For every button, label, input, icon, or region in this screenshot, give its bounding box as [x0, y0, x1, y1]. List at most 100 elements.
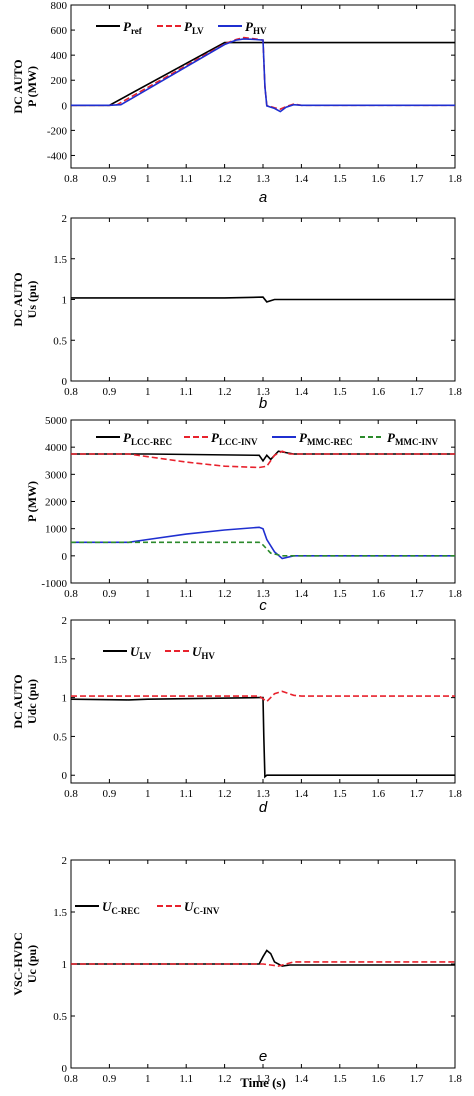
- x-tick-label: 0.9: [103, 1073, 117, 1085]
- y-tick-label: 1: [62, 693, 68, 705]
- x-tick-label: 1: [145, 386, 151, 398]
- x-tick-label: 1: [145, 1073, 151, 1085]
- series-line-mmc-inv: [71, 541, 455, 557]
- legend-subscript: LCC-INV: [219, 437, 258, 447]
- x-tick-label: 1.6: [371, 588, 385, 600]
- x-tick-label: 1.8: [448, 173, 462, 185]
- y-tick-label: 0: [62, 376, 68, 388]
- legend-subscript: LCC-REC: [131, 437, 172, 447]
- x-tick-label: 1.2: [218, 1073, 232, 1085]
- x-tick-label: 1.5: [333, 386, 347, 398]
- y-tick-label: 1000: [45, 524, 68, 536]
- y-tick-label: 0.5: [53, 1011, 67, 1023]
- x-tick-label: 1.6: [371, 1073, 385, 1085]
- panel-label: e: [259, 1048, 267, 1065]
- legend-subscript: LV: [139, 651, 151, 661]
- legend-symbol: P: [211, 430, 220, 445]
- x-tick-label: 1.7: [410, 1073, 424, 1085]
- x-tick-label: 1.6: [371, 788, 385, 800]
- x-tick-label: 1.2: [218, 386, 232, 398]
- y-tick-label: 3000: [45, 469, 68, 481]
- legend-symbol: U: [130, 644, 140, 659]
- y-tick-label: 800: [51, 0, 68, 12]
- x-tick-label: 1.3: [256, 1073, 270, 1085]
- legend-symbol: P: [245, 19, 254, 34]
- legend-symbol: U: [192, 644, 202, 659]
- legend-label: Pref: [123, 19, 143, 36]
- y-tick-label: 1: [62, 959, 68, 971]
- series-line-signal: [71, 296, 455, 303]
- x-tick-label: 0.8: [64, 588, 78, 600]
- y-tick-label: -1000: [41, 578, 67, 590]
- series-line-c-rec: [71, 949, 455, 967]
- y-axis-label: Udc (pu): [25, 679, 39, 724]
- x-tick-label: 1.1: [179, 173, 193, 185]
- x-tick-label: 1.2: [218, 588, 232, 600]
- panel-label: b: [259, 395, 267, 412]
- panel-label: c: [259, 597, 267, 614]
- legend-symbol: P: [184, 19, 193, 34]
- legend-label: PLCC-INV: [211, 430, 258, 447]
- legend-label: PHV: [245, 19, 267, 36]
- panel-label: d: [259, 799, 268, 816]
- y-tick-label: -200: [47, 125, 68, 137]
- legend-subscript: LV: [192, 26, 204, 36]
- y-tick-label: 1.5: [53, 654, 67, 666]
- x-axis-label: Time (s): [240, 1075, 286, 1090]
- x-tick-label: 1.2: [218, 173, 232, 185]
- legend-symbol: P: [387, 430, 396, 445]
- x-tick-label: 1.7: [410, 386, 424, 398]
- x-tick-label: 1: [145, 173, 151, 185]
- series-line-lcc-rec: [71, 450, 455, 463]
- y-tick-label: 0: [62, 551, 68, 563]
- y-axis-label: DC AUTO: [11, 272, 25, 326]
- x-tick-label: 1.5: [333, 588, 347, 600]
- y-tick-label: 600: [51, 25, 68, 37]
- x-tick-label: 1.1: [179, 386, 193, 398]
- y-tick-label: 0: [62, 770, 68, 782]
- panel-c: 0.8 0.9 1 1.1 1.2 1.3 1.4 1.5 1.6 1.7 1.8 -1000 0 100…: [25, 415, 462, 614]
- legend: ULV UHV: [103, 644, 215, 661]
- x-tick-label: 1.1: [179, 1073, 193, 1085]
- legend-label: PMMC-REC: [299, 430, 352, 447]
- y-tick-label: 0.5: [53, 731, 67, 743]
- legend-label: UHV: [192, 644, 215, 661]
- x-tick-label: 1.4: [295, 1073, 309, 1085]
- x-tick-label: 1: [145, 588, 151, 600]
- legend-symbol: P: [123, 19, 132, 34]
- panel-d: 0.8 0.9 1 1.1 1.2 1.3 1.4 1.5 1.6 1.7 1.8 0 0.5 1 1.5 2…: [11, 615, 462, 816]
- y-tick-label: 2000: [45, 497, 68, 509]
- y-axis-label: P (MW): [25, 66, 39, 107]
- x-tick-label: 0.9: [103, 173, 117, 185]
- panel-b: 0.8 0.9 1 1.1 1.2 1.3 1.4 1.5 1.6 1.7 1.8 0 0.5 1 1.5 2…: [11, 213, 462, 412]
- legend: Pref PLV PHV: [96, 19, 267, 36]
- x-tick-label: 0.8: [64, 386, 78, 398]
- panel-a: 0.8 0.9 1 1.1 1.2 1.3 1.4 1.5 1.6 1.7 1.8 -400 -200 0…: [11, 0, 462, 206]
- legend-label: ULV: [130, 644, 152, 661]
- x-tick-label: 1.5: [333, 788, 347, 800]
- legend-subscript: HV: [201, 651, 215, 661]
- x-tick-label: 1.5: [333, 173, 347, 185]
- y-axis-label: P (MW): [25, 481, 39, 522]
- y-axis-label: DC AUTO: [11, 674, 25, 728]
- y-tick-label: 200: [51, 75, 68, 87]
- legend-label: PMMC-INV: [387, 430, 438, 447]
- legend-subscript: C-INV: [193, 906, 219, 916]
- x-tick-label: 1.8: [448, 788, 462, 800]
- legend: PLCC-REC PLCC-INV PMMC-REC PMMC-INV: [96, 430, 438, 447]
- legend: UC-REC UC-INV: [75, 899, 220, 916]
- y-tick-label: 1: [62, 295, 68, 307]
- x-tick-label: 1.3: [256, 173, 270, 185]
- panel-label: a: [259, 189, 267, 206]
- y-tick-label: 1.5: [53, 907, 67, 919]
- y-tick-label: 0: [62, 100, 68, 112]
- panel-e: 0.8 0.9 1 1.1 1.2 1.3 1.4 1.5 1.6 1.7 1.8 0 0.5 1 1.5 2…: [11, 855, 462, 1090]
- x-tick-label: 1.6: [371, 173, 385, 185]
- y-tick-label: 1.5: [53, 254, 67, 266]
- legend-subscript: C-REC: [111, 906, 140, 916]
- x-tick-label: 0.8: [64, 788, 78, 800]
- x-tick-label: 1.8: [448, 386, 462, 398]
- x-tick-label: 1.7: [410, 588, 424, 600]
- x-tick-label: 1.4: [295, 386, 309, 398]
